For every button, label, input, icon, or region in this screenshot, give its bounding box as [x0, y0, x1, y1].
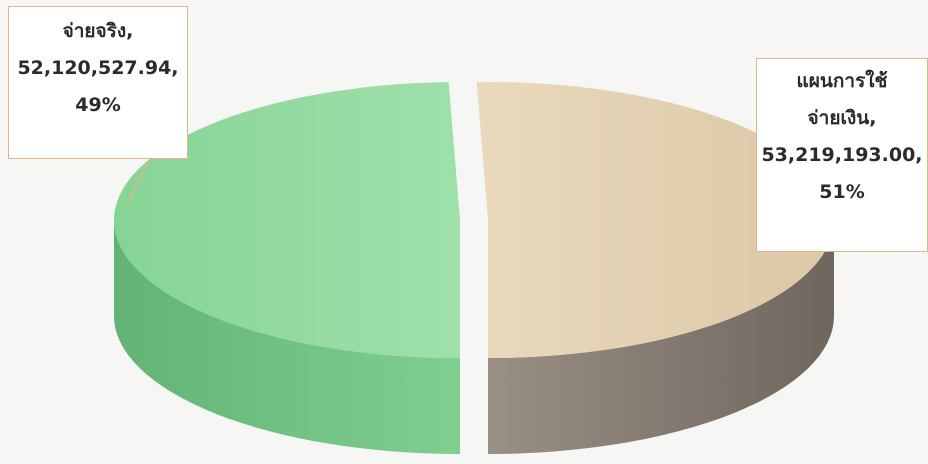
- data-label-slice-1: จ่ายจริง, 52,120,527.94, 49%: [8, 6, 188, 159]
- data-label-slice-2: แผนการใช้ จ่ายเงิน, 53,219,193.00, 51%: [756, 58, 928, 252]
- slice-1-top: [114, 82, 460, 359]
- slice-1-value: 52,120,527.94,: [17, 57, 179, 79]
- slice-2-label-line1: แผนการใช้: [796, 70, 888, 92]
- slice-1-leader-line: [127, 158, 151, 204]
- slice-2-percent: 51%: [819, 181, 865, 203]
- slice-2-top: [476, 82, 835, 358]
- slice-1-side: [114, 220, 460, 454]
- slice-2-side: [488, 220, 834, 454]
- slice-2-value: 53,219,193.00,: [761, 144, 923, 166]
- slice-2-label-line2: จ่ายเงิน,: [807, 107, 877, 129]
- slice-1-label: จ่ายจริง,: [62, 20, 134, 42]
- slice-1-percent: 49%: [75, 94, 121, 116]
